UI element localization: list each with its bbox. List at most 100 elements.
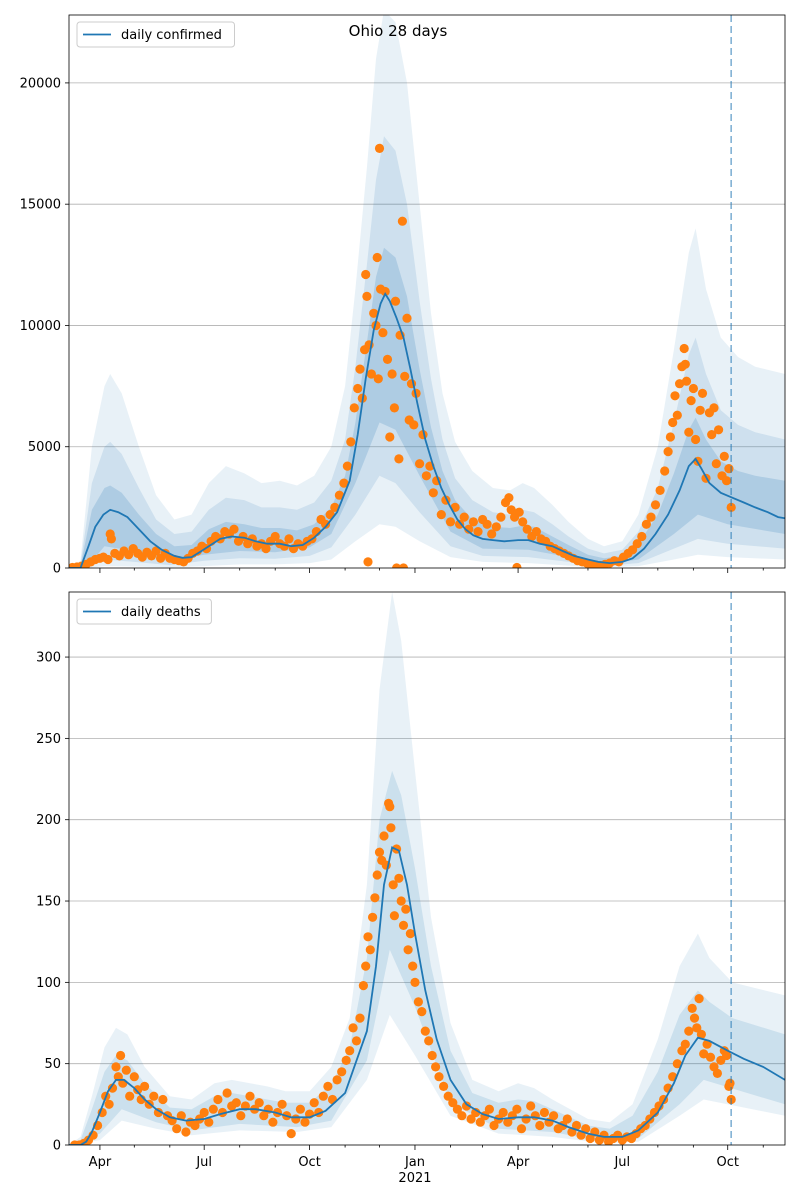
observed-point	[394, 873, 404, 883]
observed-point	[181, 1127, 191, 1137]
observed-point	[699, 1049, 709, 1059]
observed-point	[692, 1023, 702, 1033]
observed-point	[387, 369, 397, 379]
observed-point	[498, 1107, 508, 1118]
observed-point	[694, 994, 704, 1004]
observed-point	[254, 1098, 264, 1108]
observed-point	[719, 451, 729, 461]
observed-point	[680, 1039, 690, 1049]
observed-point	[514, 507, 524, 517]
observed-point	[291, 1114, 301, 1124]
observed-point	[259, 1111, 269, 1121]
observed-point	[111, 1062, 121, 1072]
observed-point	[400, 371, 410, 381]
observed-point	[722, 476, 732, 486]
legend-label: daily deaths	[121, 605, 201, 620]
observed-point	[369, 308, 379, 318]
plot-area	[69, 15, 785, 568]
observed-point	[725, 1078, 735, 1088]
observed-point	[680, 359, 690, 369]
observed-point	[396, 896, 406, 906]
y-tick-label: 250	[36, 732, 61, 747]
observed-point	[270, 531, 280, 542]
observed-point	[461, 1101, 472, 1111]
observed-point	[403, 945, 413, 955]
observed-point	[149, 1091, 159, 1101]
observed-point	[688, 383, 699, 394]
observed-point	[518, 517, 528, 527]
observed-point	[389, 403, 399, 413]
observed-point	[353, 383, 363, 394]
observed-point	[151, 546, 161, 556]
observed-point	[549, 1111, 559, 1121]
observed-point	[295, 1104, 305, 1114]
observed-point	[286, 1129, 296, 1139]
observed-point	[345, 1046, 355, 1056]
x-tick-sublabel: 2021	[398, 1171, 431, 1186]
observed-point	[475, 1117, 485, 1127]
observed-point	[473, 527, 483, 537]
observed-point	[261, 544, 271, 554]
observed-point	[489, 1120, 499, 1131]
observed-point	[468, 517, 478, 527]
observed-point	[675, 379, 685, 389]
observed-point	[684, 1026, 694, 1036]
observed-point	[464, 524, 474, 534]
observed-point	[410, 977, 420, 988]
y-tick-label: 200	[36, 813, 61, 828]
observed-point	[355, 364, 365, 374]
observed-point	[348, 1023, 358, 1033]
observed-point	[372, 870, 382, 880]
observed-point	[496, 512, 506, 522]
observed-point	[672, 410, 682, 420]
observed-point	[172, 1124, 182, 1134]
observed-point	[334, 490, 344, 500]
observed-point	[434, 1072, 444, 1082]
observed-point	[236, 1111, 246, 1121]
y-tick-label: 10000	[20, 319, 61, 334]
observed-point	[176, 1111, 186, 1121]
observed-point	[714, 425, 724, 435]
observed-point	[695, 405, 705, 415]
observed-point	[208, 1104, 218, 1114]
y-tick-label: 300	[36, 651, 61, 666]
observed-point	[522, 524, 532, 534]
observed-point	[424, 1036, 434, 1046]
y-tick-label: 150	[36, 895, 61, 910]
x-tick-label: Jan	[404, 1155, 425, 1170]
observed-point	[504, 493, 514, 503]
observed-point	[452, 1104, 462, 1114]
observed-point	[512, 562, 522, 568]
observed-point	[385, 802, 395, 812]
observed-point	[466, 1114, 476, 1124]
observed-point	[321, 519, 331, 529]
observed-point	[646, 512, 656, 522]
observed-point	[665, 432, 676, 442]
observed-point	[106, 534, 116, 544]
observed-point	[309, 1098, 319, 1108]
observed-point	[709, 403, 719, 413]
observed-point	[129, 1072, 139, 1082]
observed-point	[385, 432, 395, 442]
observed-point	[372, 252, 382, 263]
observed-point	[448, 1098, 458, 1108]
observed-point	[351, 1036, 362, 1046]
observed-point	[268, 1117, 278, 1127]
observed-point	[390, 296, 401, 306]
observed-point	[632, 539, 642, 549]
observed-point	[332, 1075, 342, 1085]
observed-point	[581, 1124, 591, 1134]
observed-point	[696, 1029, 707, 1039]
observed-point	[431, 1062, 441, 1072]
x-tick-label: Oct	[716, 1155, 738, 1170]
observed-point	[539, 1107, 550, 1118]
observed-point	[284, 534, 294, 544]
observed-point	[641, 519, 652, 529]
observed-point	[330, 502, 340, 512]
observed-point	[366, 369, 376, 379]
observed-point	[439, 1081, 449, 1091]
observed-point	[363, 932, 373, 942]
observed-point	[107, 1083, 118, 1093]
observed-point	[318, 1091, 328, 1101]
